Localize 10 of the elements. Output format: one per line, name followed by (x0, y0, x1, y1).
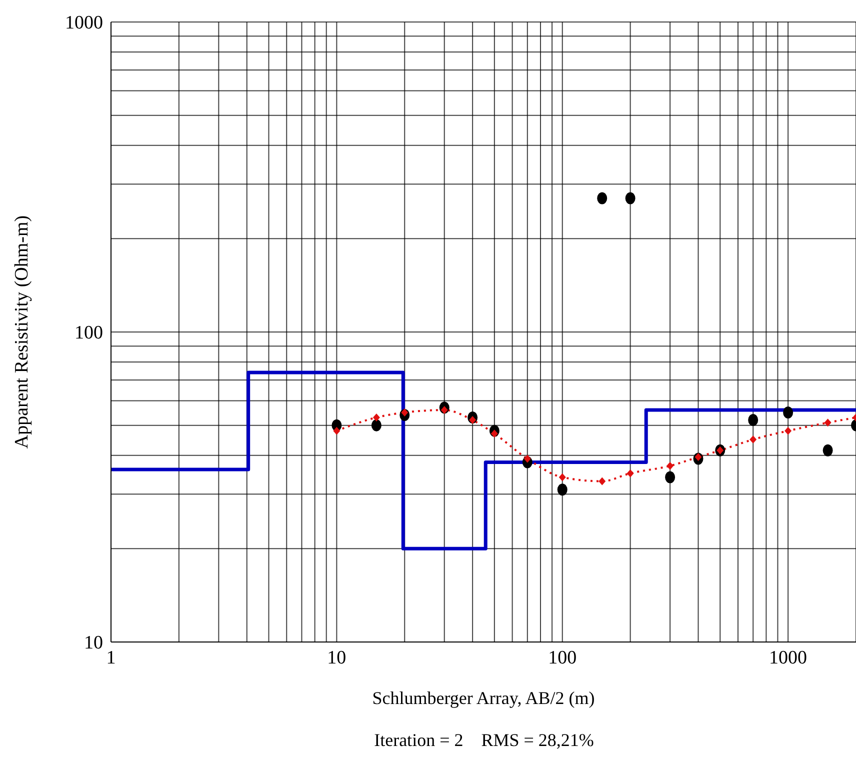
x-tick-label: 1 (106, 647, 116, 668)
text: Iteration = 2 RMS = 28,21% (373, 730, 595, 751)
y-tick-label: 10 (84, 632, 103, 654)
x-axis-title: Schlumberger Array, AB/2 (m) (372, 688, 595, 708)
x-tick-label: 1000 (769, 647, 808, 668)
x-tick-label: 100 (548, 647, 577, 668)
y-tick-label: 1000 (65, 12, 103, 34)
x-tick-label: 10 (327, 647, 346, 668)
y-tick-label: 100 (74, 322, 103, 344)
y-axis-title: Apparent Resistivity (Ohm-m) (12, 215, 33, 449)
